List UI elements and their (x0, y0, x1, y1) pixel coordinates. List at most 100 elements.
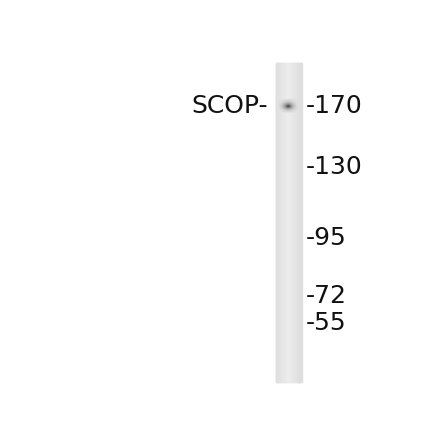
Bar (292, 109, 293, 110)
Bar (287, 102, 288, 103)
Bar (285, 63, 286, 382)
Bar (289, 101, 290, 102)
Bar (280, 102, 281, 103)
Bar (281, 102, 282, 103)
Bar (285, 105, 286, 106)
Bar (292, 109, 293, 110)
Bar (283, 107, 284, 108)
Bar (283, 105, 284, 106)
Bar (296, 108, 297, 109)
Bar (288, 102, 289, 103)
Bar (292, 102, 293, 103)
Bar (295, 104, 296, 105)
Bar (297, 108, 298, 109)
Bar (293, 107, 294, 108)
Bar (285, 107, 286, 108)
Bar (296, 103, 297, 104)
Bar (292, 107, 293, 108)
Bar (295, 102, 296, 103)
Bar (284, 101, 285, 102)
Bar (288, 110, 289, 111)
Bar (289, 63, 290, 382)
Bar (291, 102, 292, 103)
Bar (289, 106, 290, 107)
Bar (297, 106, 298, 107)
Bar (291, 107, 292, 108)
Bar (290, 108, 291, 109)
Bar (293, 104, 294, 105)
Bar (284, 63, 285, 382)
Bar (298, 105, 299, 106)
Bar (294, 108, 295, 109)
Bar (297, 103, 298, 104)
Bar (283, 110, 284, 111)
Bar (282, 108, 283, 109)
Bar (289, 105, 290, 106)
Bar (298, 103, 299, 104)
Bar (285, 106, 286, 107)
Bar (288, 108, 289, 109)
Bar (291, 106, 292, 107)
Bar (291, 102, 292, 103)
Bar (279, 106, 280, 107)
Bar (295, 107, 296, 108)
Bar (286, 104, 287, 105)
Bar (288, 63, 289, 382)
Bar (279, 107, 280, 108)
Bar (283, 104, 284, 105)
Bar (288, 63, 289, 382)
Bar (286, 100, 287, 101)
Bar (285, 108, 286, 109)
Bar (283, 101, 284, 102)
Bar (298, 104, 299, 105)
Bar (280, 103, 281, 104)
Bar (289, 103, 290, 104)
Bar (288, 104, 289, 105)
Bar (290, 100, 291, 101)
Bar (281, 109, 282, 110)
Bar (283, 102, 284, 103)
Bar (286, 103, 287, 104)
Bar (297, 107, 298, 108)
Bar (287, 106, 288, 107)
Bar (281, 105, 282, 106)
Bar (293, 110, 294, 111)
Bar (285, 107, 286, 108)
Bar (296, 63, 297, 382)
Bar (285, 105, 286, 106)
Bar (280, 108, 281, 109)
Bar (289, 104, 290, 105)
Bar (280, 104, 281, 105)
Bar (295, 104, 296, 105)
Bar (285, 102, 286, 103)
Bar (285, 108, 286, 109)
Bar (283, 104, 284, 105)
Bar (288, 101, 289, 102)
Bar (284, 101, 285, 102)
Bar (292, 105, 293, 106)
Bar (292, 102, 293, 103)
Bar (282, 104, 283, 105)
Bar (297, 105, 298, 106)
Bar (289, 104, 290, 105)
Bar (298, 63, 299, 382)
Bar (280, 107, 281, 108)
Bar (281, 104, 282, 105)
Bar (286, 103, 287, 104)
Bar (285, 102, 286, 103)
Bar (296, 103, 297, 104)
Bar (296, 102, 297, 103)
Bar (292, 108, 293, 109)
Bar (287, 103, 288, 104)
Bar (287, 102, 288, 103)
Bar (286, 103, 287, 104)
Bar (279, 104, 280, 105)
Bar (294, 105, 295, 106)
Bar (285, 102, 286, 103)
Bar (296, 109, 297, 110)
Bar (285, 106, 286, 107)
Bar (285, 109, 286, 110)
Bar (285, 107, 286, 108)
Bar (295, 100, 296, 101)
Bar (292, 110, 293, 111)
